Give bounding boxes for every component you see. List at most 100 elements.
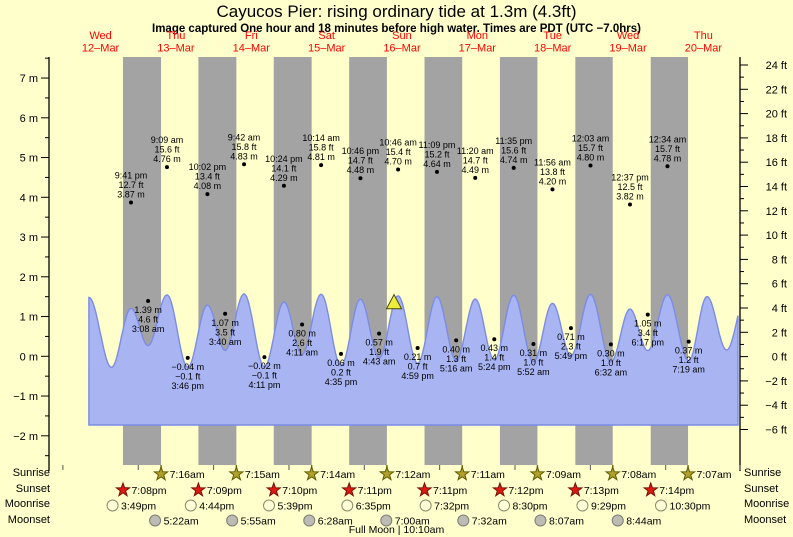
y-axis-label-right: −2 ft (765, 376, 787, 388)
sunset-star-icon (567, 481, 584, 497)
high-tide-annotation: 11:35 pm 15.6 ft 4.74 m (495, 136, 532, 170)
sunrise-star-icon (454, 465, 471, 481)
tide-dot (686, 339, 691, 344)
sunrise-row-label-right: Sunrise (744, 467, 782, 479)
chart-title: Cayucos Pier: rising ordinary tide at 1.… (216, 2, 577, 21)
moonset-circle-icon (380, 514, 393, 527)
high-tide-annotation-text: 11:09 pm 15.2 ft 4.64 m (419, 140, 456, 169)
low-tide-annotation: −0.02 m −0.1 ft 4:11 pm (248, 355, 281, 390)
day-label-dow: Thu (694, 30, 713, 42)
water-area (88, 293, 739, 426)
moonrise-circle-icon (654, 499, 667, 512)
low-tide-annotation: 1.07 m 3.5 ft 3:40 am (209, 311, 242, 347)
y-axis-label-right: −6 ft (765, 425, 787, 437)
high-tide-annotation: 10:46 pm 14.7 ft 4.48 m (342, 146, 380, 181)
moonset-time: 5:22am (164, 515, 199, 527)
y-axis-label-right: 4 ft (772, 303, 787, 315)
low-tide-annotation-text: 0.30 m 1.0 ft 6:32 am (595, 348, 628, 377)
sunrise-time: 7:12am (395, 469, 430, 481)
low-tide-annotation-text: −0.04 m −0.1 ft 3:46 pm (171, 362, 204, 391)
y-axis-label-right: 14 ft (766, 182, 787, 194)
tide-dot (434, 169, 439, 174)
moonrise-time: 4:44pm (199, 500, 234, 512)
tide-dot (377, 331, 382, 336)
tide-dot (511, 165, 516, 170)
y-axis-label-left: 3 m (20, 232, 38, 244)
tide-dot (262, 355, 267, 360)
day-label-dow: Tue (543, 30, 562, 42)
tide-dot (339, 351, 344, 356)
low-tide-annotation-text: 0.57 m 1.9 ft 4:43 am (363, 338, 396, 367)
high-tide-annotation-text: 12:03 am 15.7 ft 4.80 m (572, 134, 610, 163)
moonset-time: 8:07am (549, 515, 584, 527)
high-tide-annotation-text: 10:46 pm 14.7 ft 4.48 m (342, 146, 380, 175)
tide-dot (531, 341, 536, 346)
moonrise-circle-icon (576, 499, 589, 512)
day-label-dow: Mon (467, 30, 488, 42)
tide-dot (185, 355, 190, 360)
sunrise-star-icon (378, 465, 396, 481)
moonset-circle-icon (457, 514, 470, 527)
sunset-time: 7:14pm (659, 485, 694, 497)
high-tide-annotation-text: 11:56 am 13.8 ft 4.20 m (534, 157, 571, 186)
low-tide-annotation-text: 0.31 m 1.0 ft 5:52 am (517, 348, 550, 377)
moonset-circle-icon (303, 514, 316, 527)
tide-dot (454, 338, 459, 343)
tide-dot (319, 163, 324, 168)
chart-subtitle: Image captured One hour and 18 minutes b… (152, 23, 641, 35)
tide-dot (627, 202, 632, 207)
day-label-date: 13–Mar (157, 43, 195, 55)
y-axis-label-left: −1 m (13, 391, 38, 403)
day-label-dow: Fri (245, 30, 258, 42)
low-tide-annotation: 0.80 m 2.6 ft 4:11 am (286, 322, 318, 358)
y-axis-label-left: 2 m (20, 272, 38, 284)
high-tide-annotation-text: 9:42 am 15.8 ft 4.83 m (228, 132, 261, 161)
tide-dot (164, 165, 169, 170)
sunrise-star-icon (303, 465, 320, 481)
low-tide-annotation-text: −0.02 m −0.1 ft 4:11 pm (248, 361, 281, 390)
moonrise-time: 10:30pm (669, 500, 710, 512)
high-tide-annotation: 9:09 am 15.6 ft 4.76 m (151, 135, 184, 170)
sunset-row-label-right: Sunset (744, 483, 779, 495)
high-tide-annotation: 9:41 pm 12.7 ft 3.87 m (115, 170, 147, 205)
day-label-date: 18–Mar (534, 43, 572, 55)
day-label-date: 16–Mar (383, 43, 421, 55)
y-axis-label-left: 0 m (20, 351, 38, 363)
sunrise-time: 7:08am (621, 469, 656, 481)
sunrise-star-icon (152, 465, 170, 481)
sunset-row-label-left: Sunset (15, 483, 50, 495)
low-tide-annotation-text: 1.07 m 3.5 ft 3:40 am (209, 318, 242, 347)
y-axis-label-right: 0 ft (772, 352, 787, 364)
high-tide-annotation-text: 11:35 pm 15.6 ft 4.74 m (495, 136, 532, 165)
y-axis-label-right: 20 ft (766, 109, 787, 121)
high-tide-annotation-text: 9:09 am 15.6 ft 4.76 m (151, 135, 184, 164)
tide-dot (588, 163, 593, 168)
moonset-time: 5:55am (241, 515, 276, 527)
day-label-dow: Wed (617, 30, 639, 42)
moonrise-circle-icon (184, 499, 197, 512)
day-label-date: 17–Mar (459, 43, 497, 55)
high-tide-annotation: 11:09 pm 15.2 ft 4.64 m (419, 140, 456, 174)
tide-dot (645, 312, 650, 317)
low-tide-annotation: 0.21 m 0.7 ft 4:59 pm (401, 345, 434, 381)
sunset-star-icon (416, 481, 433, 497)
sunset-star-icon (642, 481, 659, 497)
sunset-time: 7:13pm (584, 485, 619, 497)
tide-dot (492, 337, 497, 342)
moonrise-circle-icon (498, 499, 511, 512)
high-tide-annotation: 10:46 am 15.4 ft 4.70 m (379, 137, 417, 172)
moonrise-time: 3:49pm (121, 500, 156, 512)
y-axis-label-left: 1 m (20, 312, 38, 324)
low-tide-annotation: 0.37 m 1.2 ft 7:19 am (672, 339, 705, 375)
sunrise-star-icon (228, 465, 245, 481)
low-tide-annotation: 0.31 m 1.0 ft 5:52 am (517, 341, 550, 377)
moonset-circle-icon (226, 514, 239, 527)
high-tide-annotation-text: 12:37 pm 12.5 ft 3.82 m (611, 172, 649, 201)
high-tide-annotation: 12:37 pm 12.5 ft 3.82 m (611, 172, 649, 207)
y-axis-label-right: 22 ft (766, 84, 787, 96)
sunset-star-icon (265, 481, 282, 497)
high-tide-annotation: 10:24 pm 14.1 ft 4.29 m (265, 154, 303, 188)
moonset-row-label-right: Moonset (744, 514, 787, 526)
tide-dot (300, 322, 305, 327)
